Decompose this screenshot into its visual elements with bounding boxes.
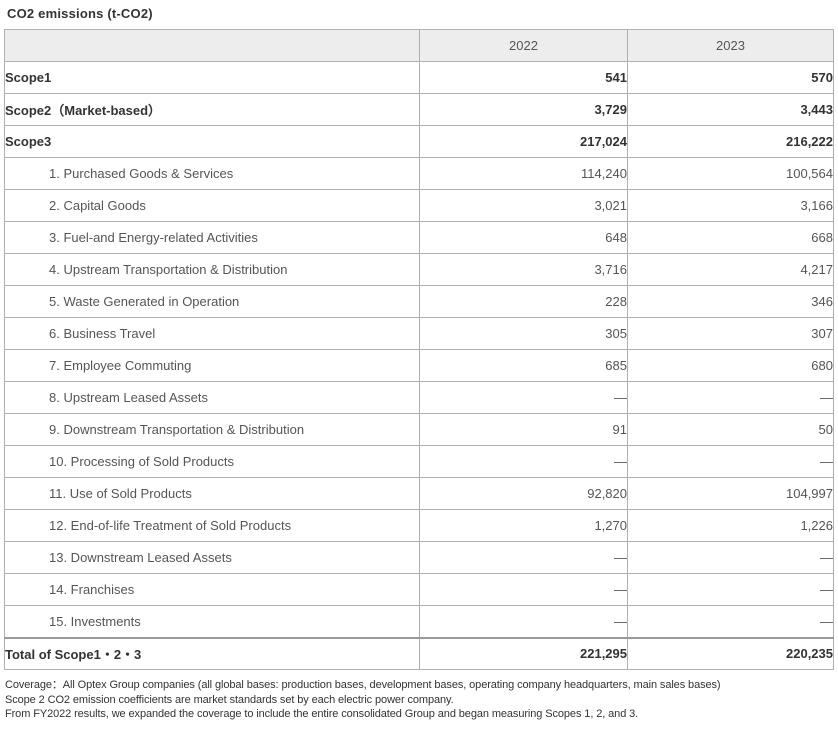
value-2022: 92,820 — [419, 477, 628, 510]
value-2022: 91 — [419, 413, 628, 446]
value-2023: 104,997 — [627, 477, 834, 510]
value-2022: — — [419, 605, 628, 638]
table-row: 7. Employee Commuting 685 680 — [4, 349, 834, 382]
value-2023: 680 — [627, 349, 834, 382]
row-label: 13. Downstream Leased Assets — [4, 541, 420, 574]
value-2023: 570 — [627, 61, 834, 94]
value-2022: 3,716 — [419, 253, 628, 286]
value-2022: 217,024 — [419, 125, 628, 158]
value-2022: — — [419, 541, 628, 574]
column-header-2023: 2023 — [627, 29, 834, 62]
value-2022: — — [419, 381, 628, 414]
value-2022: 305 — [419, 317, 628, 350]
table-row: Scope3 217,024 216,222 — [4, 125, 834, 158]
value-2023: 668 — [627, 221, 834, 254]
table-row: 13. Downstream Leased Assets — — — [4, 541, 834, 574]
row-label: 5. Waste Generated in Operation — [4, 285, 420, 318]
value-2023: 3,166 — [627, 189, 834, 222]
table-row: 14. Franchises — — — [4, 573, 834, 606]
table-header-row: 2022 2023 — [4, 29, 834, 62]
row-label: 3. Fuel-and Energy-related Activities — [4, 221, 420, 254]
row-label: 12. End-of-life Treatment of Sold Produc… — [4, 509, 420, 542]
value-2022: 1,270 — [419, 509, 628, 542]
row-label: 10. Processing of Sold Products — [4, 445, 420, 478]
value-2022: — — [419, 573, 628, 606]
table-row: 11. Use of Sold Products 92,820 104,997 — [4, 477, 834, 510]
value-2022: 3,729 — [419, 93, 628, 126]
table-row: 4. Upstream Transportation & Distributio… — [4, 253, 834, 286]
footnote-line: Scope 2 CO2 emission coefficients are ma… — [5, 693, 454, 706]
row-label: 6. Business Travel — [4, 317, 420, 350]
row-label: Scope2（Market-based） — [4, 93, 420, 126]
row-label: 14. Franchises — [4, 573, 420, 606]
value-2023: — — [627, 573, 834, 606]
footnote-line: From FY2022 results, we expanded the cov… — [5, 708, 639, 720]
value-2022: 685 — [419, 349, 628, 382]
row-label: 11. Use of Sold Products — [4, 477, 420, 510]
column-header-empty — [4, 29, 420, 62]
value-2022: — — [419, 445, 628, 478]
value-2022: 221,295 — [419, 636, 628, 670]
value-2023: 220,235 — [627, 636, 834, 670]
table-body: Scope1 541 570 Scope2（Market-based） 3,72… — [4, 61, 834, 670]
row-label: 8. Upstream Leased Assets — [4, 381, 420, 414]
table-row: Scope1 541 570 — [4, 61, 834, 94]
value-2023: — — [627, 381, 834, 414]
value-2023: 4,217 — [627, 253, 834, 286]
footnotes: Coverage：All Optex Group companies (all … — [4, 678, 834, 722]
row-label: 9. Downstream Transportation & Distribut… — [4, 413, 420, 446]
row-label: 2. Capital Goods — [4, 189, 420, 222]
row-label: 4. Upstream Transportation & Distributio… — [4, 253, 420, 286]
value-2023: — — [627, 541, 834, 574]
value-2022: 3,021 — [419, 189, 628, 222]
table-row: 15. Investments — — — [4, 605, 834, 638]
value-2023: 50 — [627, 413, 834, 446]
table-row: 9. Downstream Transportation & Distribut… — [4, 413, 834, 446]
value-2022: 648 — [419, 221, 628, 254]
table-row: 1. Purchased Goods & Services 114,240 10… — [4, 157, 834, 190]
value-2023: 3,443 — [627, 93, 834, 126]
value-2023: — — [627, 445, 834, 478]
value-2022: 114,240 — [419, 157, 628, 190]
table-row: 8. Upstream Leased Assets — — — [4, 381, 834, 414]
value-2023: 216,222 — [627, 125, 834, 158]
value-2023: 100,564 — [627, 157, 834, 190]
value-2023: 1,226 — [627, 509, 834, 542]
row-label: Scope3 — [4, 125, 420, 158]
table-row: 2. Capital Goods 3,021 3,166 — [4, 189, 834, 222]
value-2023: — — [627, 605, 834, 638]
table-row: 10. Processing of Sold Products — — — [4, 445, 834, 478]
row-label: 15. Investments — [4, 605, 420, 638]
row-label: 7. Employee Commuting — [4, 349, 420, 382]
table-row: 3. Fuel-and Energy-related Activities 64… — [4, 221, 834, 254]
value-2022: 228 — [419, 285, 628, 318]
value-2023: 346 — [627, 285, 834, 318]
table-row: 5. Waste Generated in Operation 228 346 — [4, 285, 834, 318]
emissions-table: 2022 2023 Scope1 541 570 Scope2（Market-b… — [4, 29, 834, 670]
column-header-2022: 2022 — [419, 29, 628, 62]
row-label: Scope1 — [4, 61, 420, 94]
page-title: CO2 emissions (t-CO2) — [7, 6, 153, 21]
table-row: Scope2（Market-based） 3,729 3,443 — [4, 93, 834, 126]
row-label: Total of Scope1・2・3 — [4, 636, 420, 670]
table-row: 6. Business Travel 305 307 — [4, 317, 834, 350]
value-2023: 307 — [627, 317, 834, 350]
footnote-line: Coverage：All Optex Group companies (all … — [5, 679, 721, 691]
page: CO2 emissions (t-CO2) 2022 2023 Scope1 5… — [4, 6, 834, 722]
table-row: 12. End-of-life Treatment of Sold Produc… — [4, 509, 834, 542]
table-row: Total of Scope1・2・3 221,295 220,235 — [4, 636, 834, 670]
row-label: 1. Purchased Goods & Services — [4, 157, 420, 190]
value-2022: 541 — [419, 61, 628, 94]
